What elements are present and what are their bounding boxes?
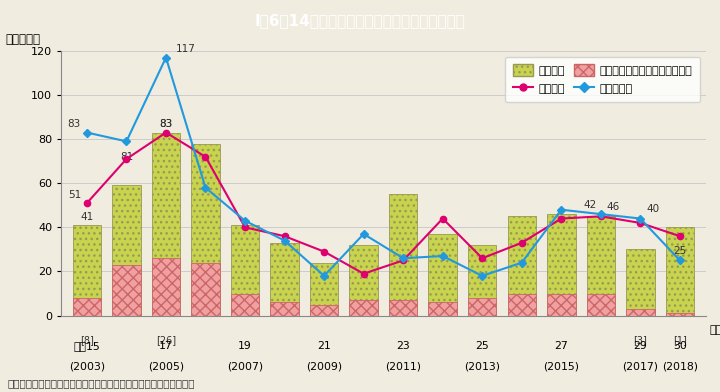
- Bar: [73, 225, 101, 316]
- Text: (2005): (2005): [148, 362, 184, 372]
- Bar: [547, 214, 575, 316]
- Text: 81: 81: [120, 152, 133, 162]
- Text: (2018): (2018): [662, 362, 698, 372]
- Bar: [389, 194, 418, 316]
- Bar: [508, 216, 536, 316]
- Y-axis label: （件，人）: （件，人）: [5, 33, 40, 45]
- Text: 19: 19: [238, 341, 252, 352]
- Bar: [349, 300, 378, 316]
- Bar: [428, 302, 457, 316]
- Text: 42: 42: [584, 200, 597, 210]
- Bar: [73, 298, 101, 316]
- Text: 29: 29: [634, 341, 647, 352]
- Text: 83: 83: [68, 119, 81, 129]
- Text: 51: 51: [68, 190, 81, 200]
- Text: 21: 21: [318, 341, 331, 352]
- Text: (2015): (2015): [544, 362, 580, 372]
- Bar: [508, 294, 536, 316]
- Text: (2013): (2013): [464, 362, 500, 372]
- Text: [3]: [3]: [634, 336, 647, 345]
- Text: 83: 83: [159, 119, 173, 129]
- Bar: [666, 313, 694, 316]
- Bar: [112, 265, 140, 316]
- Bar: [152, 132, 180, 316]
- Bar: [270, 302, 299, 316]
- Bar: [587, 294, 615, 316]
- Text: 23: 23: [396, 341, 410, 352]
- Text: 30: 30: [673, 341, 687, 352]
- Bar: [547, 294, 575, 316]
- Text: (2007): (2007): [227, 362, 263, 372]
- Text: I－6－14図　人身取引事犯の検挙状況等の推移: I－6－14図 人身取引事犯の検挙状況等の推移: [255, 13, 465, 28]
- Bar: [231, 225, 259, 316]
- Bar: [468, 245, 497, 316]
- Text: 117: 117: [176, 44, 196, 54]
- Bar: [192, 143, 220, 316]
- Legend: 検挙人員, 検挙件数, 検挙人員（うちブローカー数）, 被害者総数: 検挙人員, 検挙件数, 検挙人員（うちブローカー数）, 被害者総数: [505, 56, 700, 102]
- Text: (2003): (2003): [69, 362, 105, 372]
- Bar: [587, 216, 615, 316]
- Bar: [310, 263, 338, 316]
- Text: (2009): (2009): [306, 362, 342, 372]
- Text: 17: 17: [159, 341, 173, 352]
- Bar: [626, 309, 654, 316]
- Bar: [666, 227, 694, 316]
- Text: (2011): (2011): [385, 362, 421, 372]
- Text: (2017): (2017): [622, 362, 658, 372]
- Bar: [389, 300, 418, 316]
- Text: [8]: [8]: [80, 336, 94, 345]
- Bar: [152, 258, 180, 316]
- Text: 25: 25: [475, 341, 489, 352]
- Text: [1]: [1]: [673, 336, 687, 345]
- Bar: [192, 263, 220, 316]
- Bar: [626, 249, 654, 316]
- Bar: [349, 245, 378, 316]
- Bar: [270, 243, 299, 316]
- Bar: [468, 298, 497, 316]
- Text: 25: 25: [673, 246, 687, 256]
- Text: 41: 41: [80, 212, 94, 222]
- Text: 46: 46: [607, 202, 620, 212]
- Text: 83: 83: [159, 119, 173, 129]
- Text: [26]: [26]: [156, 336, 176, 345]
- Text: （年）: （年）: [709, 325, 720, 336]
- Text: 40: 40: [647, 204, 660, 214]
- Text: 27: 27: [554, 341, 568, 352]
- Text: （備考）警察庁「人身取引事犯の検挙状況等について」より作成。: （備考）警察庁「人身取引事犯の検挙状況等について」より作成。: [7, 378, 194, 388]
- Bar: [231, 294, 259, 316]
- Bar: [310, 305, 338, 316]
- Text: 平成15: 平成15: [73, 341, 100, 352]
- Bar: [428, 234, 457, 316]
- Bar: [112, 185, 140, 316]
